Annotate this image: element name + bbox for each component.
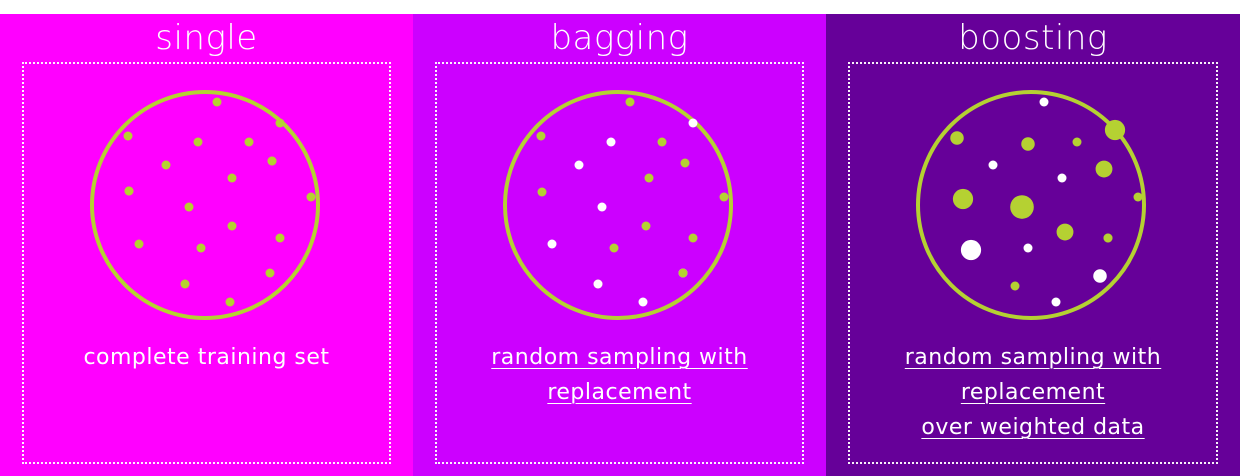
data-point bbox=[1051, 297, 1061, 307]
sample-circle bbox=[90, 90, 320, 320]
panel-caption: complete training set bbox=[0, 340, 413, 375]
data-point bbox=[134, 239, 144, 249]
panel-caption: random sampling with replacement over weig… bbox=[826, 340, 1240, 445]
population-circle bbox=[916, 90, 1146, 320]
data-point bbox=[196, 243, 206, 253]
data-point bbox=[1039, 97, 1049, 107]
panel-boosting: boosting random sampling with replacement… bbox=[826, 14, 1240, 476]
data-point bbox=[225, 297, 235, 307]
data-point bbox=[641, 221, 651, 231]
data-point bbox=[606, 137, 616, 147]
data-point bbox=[267, 156, 277, 166]
data-point bbox=[536, 131, 546, 141]
data-point bbox=[1072, 137, 1082, 147]
data-point bbox=[688, 118, 698, 128]
data-point bbox=[1133, 192, 1143, 202]
data-point bbox=[1056, 223, 1074, 241]
caption-line: random sampling with bbox=[904, 345, 1162, 370]
dotted-frame bbox=[435, 62, 804, 464]
data-point bbox=[719, 192, 729, 202]
data-point bbox=[988, 160, 998, 170]
sample-circle bbox=[503, 90, 733, 320]
data-point bbox=[593, 279, 603, 289]
data-point bbox=[1104, 119, 1126, 141]
data-point bbox=[275, 233, 285, 243]
data-point bbox=[193, 137, 203, 147]
data-point bbox=[212, 97, 222, 107]
data-point bbox=[275, 118, 285, 128]
data-point bbox=[638, 297, 648, 307]
data-point bbox=[625, 97, 635, 107]
data-point bbox=[950, 131, 964, 145]
data-point bbox=[574, 160, 584, 170]
data-point bbox=[184, 202, 194, 212]
panel-title: boosting bbox=[958, 18, 1108, 58]
data-point bbox=[537, 187, 547, 197]
data-point bbox=[161, 160, 171, 170]
data-point bbox=[124, 186, 134, 196]
panel-title: single bbox=[155, 18, 258, 58]
data-point bbox=[952, 188, 974, 210]
caption-line: complete training set bbox=[83, 345, 330, 370]
data-point bbox=[1093, 269, 1107, 283]
data-point bbox=[688, 233, 698, 243]
dotted-frame bbox=[848, 62, 1218, 464]
caption-line: random sampling with bbox=[491, 345, 748, 370]
data-point bbox=[1057, 173, 1067, 183]
data-point bbox=[265, 268, 275, 278]
population-circle bbox=[503, 90, 733, 320]
data-point bbox=[1023, 243, 1033, 253]
data-point bbox=[547, 239, 557, 249]
data-point bbox=[306, 192, 316, 202]
data-point bbox=[123, 131, 133, 141]
data-point bbox=[657, 137, 667, 147]
panel-caption: random sampling with replacement bbox=[413, 340, 826, 410]
data-point bbox=[960, 239, 982, 261]
dotted-frame bbox=[22, 62, 391, 464]
data-point bbox=[1021, 137, 1035, 151]
caption-line: over weighted data bbox=[921, 415, 1145, 440]
data-point bbox=[227, 221, 237, 231]
data-point bbox=[597, 202, 607, 212]
caption-line: replacement bbox=[960, 380, 1106, 405]
data-point bbox=[1010, 281, 1020, 291]
data-point bbox=[644, 173, 654, 183]
panel-title: bagging bbox=[550, 18, 689, 58]
data-point bbox=[1103, 233, 1113, 243]
data-point bbox=[244, 137, 254, 147]
data-point bbox=[680, 158, 690, 168]
panel-bagging: bagging random sampling with replacement bbox=[413, 14, 826, 476]
population-circle bbox=[90, 90, 320, 320]
sample-circle bbox=[916, 90, 1146, 320]
panel-single: single complete training set bbox=[0, 14, 413, 476]
caption-line: replacement bbox=[547, 380, 692, 405]
data-point bbox=[227, 173, 237, 183]
data-point bbox=[1095, 160, 1113, 178]
data-point bbox=[678, 268, 688, 278]
data-point bbox=[1010, 195, 1034, 219]
data-point bbox=[609, 243, 619, 253]
data-point bbox=[180, 279, 190, 289]
